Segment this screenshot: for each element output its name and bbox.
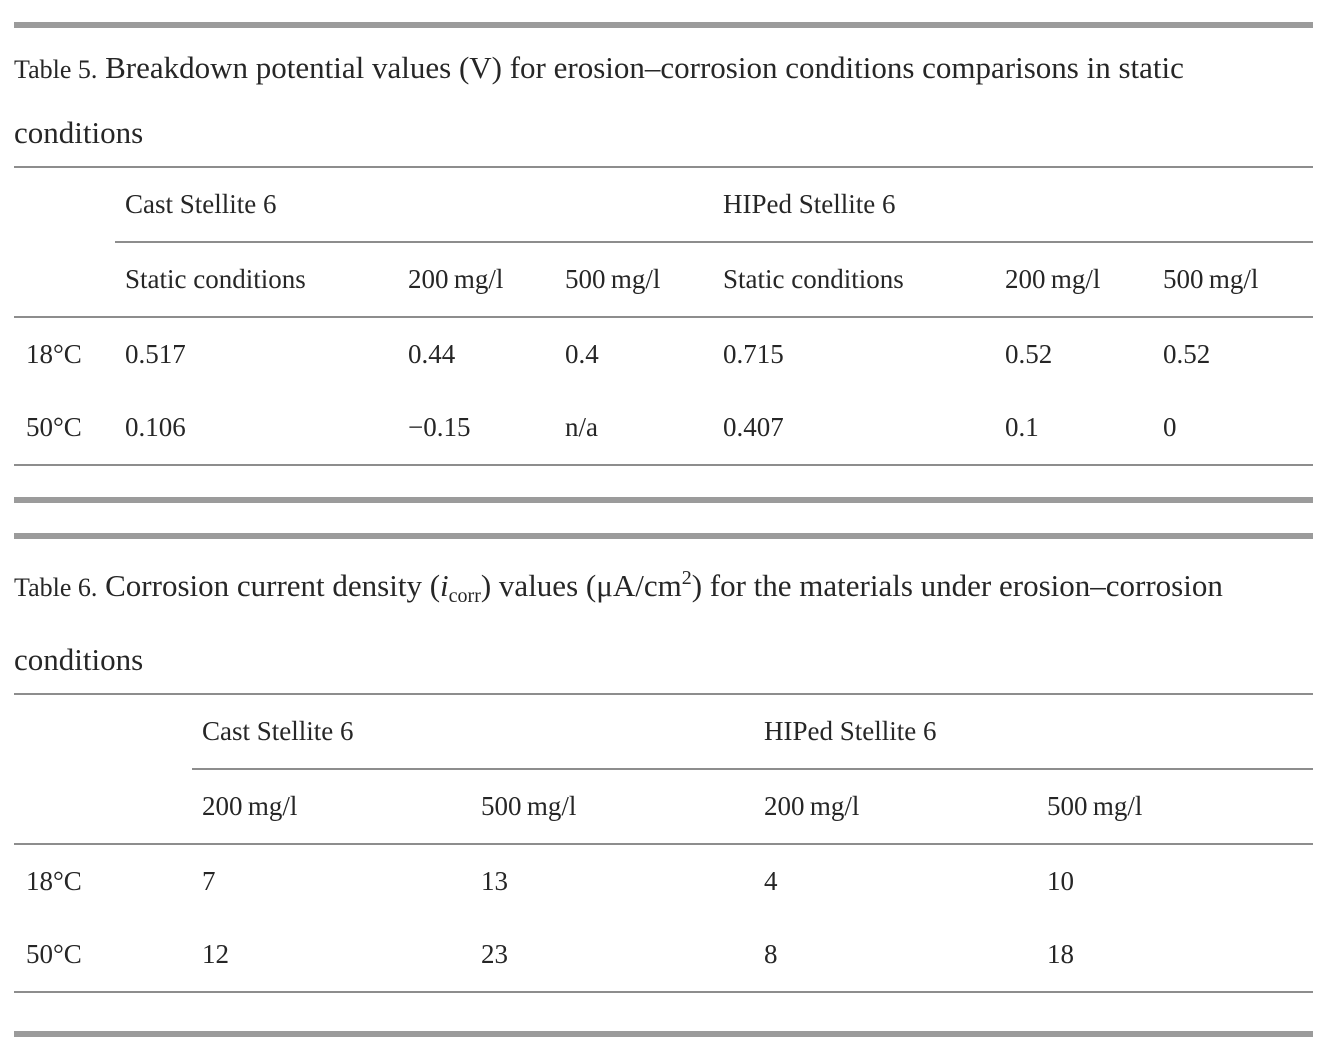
table5: Cast Stellite 6 HIPed Stellite 6 Static … [14,166,1314,466]
table-cell: 0.52 [1005,339,1053,369]
table5-caption: Table 5. Breakdown potential values (V) … [14,36,1313,164]
table5-bottom-divider-bar [14,497,1313,503]
table-cell: 8 [754,918,1037,993]
row-label: 50°C [14,391,115,466]
table-cell: n/a [555,391,714,466]
table6-top-divider-bar [14,533,1313,539]
table6-group-header-row: Cast Stellite 6 HIPed Stellite 6 [14,694,1314,770]
row-label: 18°C [26,339,82,369]
table-cell: 23 [471,918,754,993]
table5-corner-cell [14,167,115,242]
column-header: 500 mg/l [555,242,714,318]
table-cell: −0.15 [398,391,555,466]
table-cell: 10 [1047,866,1074,896]
table6-group-header-cast: Cast Stellite 6 [192,694,754,770]
table6-caption: Table 6. Corrosion current density (icor… [14,547,1313,691]
table6-caption-part1: Corrosion current density ( [105,568,441,603]
table6-subheader-row: 200 mg/l 500 mg/l 200 mg/l 500 mg/l [14,769,1314,845]
table-cell: 12 [192,918,471,993]
table5-caption-label: Table 5. [14,55,98,84]
row-label: 50°C [14,918,192,993]
table-cell: 13 [481,866,508,896]
current-symbol-subscript: corr [448,585,481,607]
table6: Cast Stellite 6 HIPed Stellite 6 200 mg/… [14,693,1314,993]
paper-page: Table 5. Breakdown potential values (V) … [0,22,1336,1054]
table-cell: 0.715 [723,339,784,369]
row-label: 18°C [26,866,82,896]
table5-group-header-hiped: HIPed Stellite 6 [713,167,1314,243]
table6-subheader-empty [14,769,192,845]
table5-top-divider-bar [14,22,1313,28]
table-cell: 4 [764,866,778,896]
table-cell: 0.517 [125,339,186,369]
table-cell: 0.407 [713,391,996,466]
table-row: 50°C 12 23 8 18 [14,918,1314,993]
column-header: 200 mg/l [398,242,555,318]
table5-subheader-row: Static conditions 200 mg/l 500 mg/l Stat… [14,242,1314,318]
column-header: Static conditions [115,242,398,318]
table6-caption-part2: ) values (μA/cm [480,568,682,603]
current-symbol: i [440,568,449,603]
unit-superscript: 2 [681,567,692,589]
table-row: 18°C 7 13 4 10 [14,844,1313,918]
tables-section: Table 5. Breakdown potential values (V) … [14,22,1314,1037]
table-cell: 0 [1153,391,1314,466]
table6-caption-part3: ) for the materials under erosion–corros… [14,568,1223,677]
table-cell: 18 [1037,918,1314,993]
column-header: 200 mg/l [192,769,471,845]
table-cell: 0.106 [115,391,398,466]
table6-group-header-hiped: HIPed Stellite 6 [754,694,1314,770]
column-header: 500 mg/l [1037,769,1314,845]
table5-subheader-empty [14,242,115,318]
table5-group-header-row: Cast Stellite 6 HIPed Stellite 6 [14,167,1314,243]
column-header: 200 mg/l [995,242,1154,318]
table-cell: 0.44 [408,339,456,369]
column-header: 500 mg/l [1153,242,1314,318]
table-row: 18°C 0.517 0.44 0.4 0.715 0.52 0.52 [14,317,1313,391]
column-header: 500 mg/l [471,769,754,845]
table6-caption-label: Table 6. [14,573,98,602]
table5-group-header-cast: Cast Stellite 6 [115,167,714,243]
table-cell: 0.52 [1163,339,1211,369]
column-header: Static conditions [713,242,996,318]
column-header: 200 mg/l [754,769,1037,845]
table5-caption-text: Breakdown potential values (V) for erosi… [14,50,1184,150]
table-cell: 0.1 [995,391,1154,466]
table-cell: 7 [202,866,216,896]
table6-corner-cell [14,694,192,769]
table-cell: 0.4 [565,339,599,369]
table-row: 50°C 0.106 −0.15 n/a 0.407 0.1 0 [14,391,1314,466]
